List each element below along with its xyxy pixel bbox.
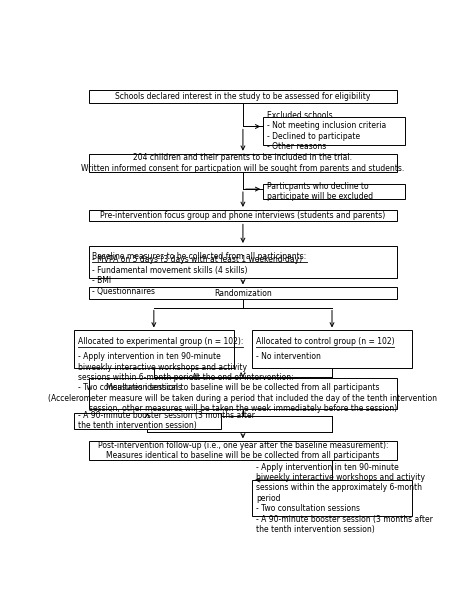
FancyBboxPatch shape bbox=[89, 154, 397, 172]
FancyBboxPatch shape bbox=[89, 287, 397, 299]
Text: - Apply intervention in ten 90-minute
biweekly interactive workshops and activit: - Apply intervention in ten 90-minute bi… bbox=[78, 342, 246, 392]
Text: Post-intervention follow-up (i.e., one year after the baseline measurement):
Mea: Post-intervention follow-up (i.e., one y… bbox=[98, 441, 388, 460]
Text: - MVPA on 5 days (3 days with at least 1 weekend day)
- Fundamental movement ski: - MVPA on 5 days (3 days with at least 1… bbox=[92, 256, 302, 296]
Text: Pre-intervention focus group and phone interviews (students and parents): Pre-intervention focus group and phone i… bbox=[100, 211, 385, 220]
FancyBboxPatch shape bbox=[263, 117, 405, 145]
Text: Randomization: Randomization bbox=[214, 289, 272, 297]
Text: - Apply intervention in ten 90-minute
biweekly interactive workshops and activit: - Apply intervention in ten 90-minute bi… bbox=[256, 462, 433, 534]
FancyBboxPatch shape bbox=[89, 90, 397, 103]
FancyBboxPatch shape bbox=[89, 210, 397, 221]
Text: Particpants who decline to
participate will be excluded: Particpants who decline to participate w… bbox=[267, 182, 373, 201]
FancyBboxPatch shape bbox=[74, 330, 234, 368]
FancyBboxPatch shape bbox=[89, 378, 397, 409]
FancyBboxPatch shape bbox=[252, 330, 412, 368]
Text: At the end of intervention:
Measures identical to baseline will be be collected : At the end of intervention: Measures ide… bbox=[48, 373, 438, 413]
FancyBboxPatch shape bbox=[89, 441, 397, 460]
Text: - A 90-minute booster session (3 months after
the tenth intervention session): - A 90-minute booster session (3 months … bbox=[78, 411, 255, 431]
Text: 204 children and their parents to be included in the trial.
Written informed con: 204 children and their parents to be inc… bbox=[82, 153, 404, 173]
Text: Allocated to control group (n = 102): Allocated to control group (n = 102) bbox=[256, 337, 394, 346]
Text: Excluded schools
- Not meeting inclusion criteria
- Declined to participate
- Ot: Excluded schools - Not meeting inclusion… bbox=[267, 111, 386, 151]
FancyBboxPatch shape bbox=[74, 412, 221, 429]
FancyBboxPatch shape bbox=[263, 184, 405, 199]
FancyBboxPatch shape bbox=[89, 246, 397, 277]
Text: Baseline measures to be collected from all participants:: Baseline measures to be collected from a… bbox=[92, 252, 307, 260]
Text: Allocated to experimental group (n = 102):: Allocated to experimental group (n = 102… bbox=[78, 337, 243, 346]
Text: - No intervention: - No intervention bbox=[256, 342, 320, 361]
Text: Schools declared interest in the study to be assessed for eligibility: Schools declared interest in the study t… bbox=[115, 92, 371, 101]
FancyBboxPatch shape bbox=[252, 480, 412, 517]
